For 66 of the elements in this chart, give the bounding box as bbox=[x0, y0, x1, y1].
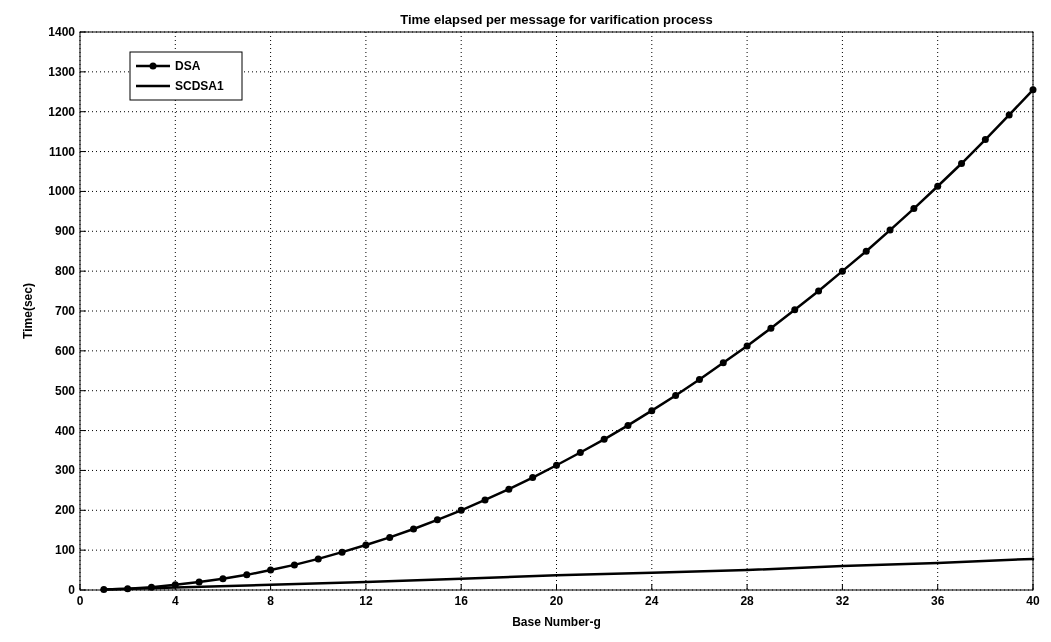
point bbox=[338, 548, 346, 556]
x-tick-label: 4 bbox=[171, 594, 179, 608]
y-tick-label: 800 bbox=[54, 264, 76, 279]
point bbox=[767, 324, 775, 332]
point bbox=[862, 247, 870, 255]
y-tick-label: 300 bbox=[54, 463, 76, 478]
point bbox=[648, 407, 656, 415]
y-tick-label: 900 bbox=[54, 224, 76, 239]
x-tick-label: 24 bbox=[645, 594, 659, 608]
point bbox=[553, 461, 560, 469]
point bbox=[362, 541, 370, 549]
point bbox=[290, 561, 298, 569]
point bbox=[600, 435, 608, 443]
point bbox=[195, 578, 203, 586]
y-tick-label: 1100 bbox=[48, 144, 76, 159]
point bbox=[624, 421, 632, 429]
point bbox=[243, 571, 251, 579]
point bbox=[267, 566, 275, 574]
y-tick-label: 100 bbox=[54, 543, 76, 558]
point bbox=[433, 516, 441, 524]
point bbox=[576, 448, 584, 456]
point bbox=[838, 267, 846, 275]
x-tick-label: 32 bbox=[835, 594, 850, 608]
point bbox=[1005, 111, 1013, 119]
point bbox=[1029, 86, 1037, 94]
y-tick-label: 0 bbox=[68, 583, 76, 597]
x-tick-label: 40 bbox=[1026, 594, 1040, 608]
point bbox=[815, 287, 823, 295]
point bbox=[719, 359, 727, 367]
y-tick-label: 600 bbox=[54, 343, 76, 358]
point bbox=[219, 575, 227, 583]
y-tick-label: 1000 bbox=[48, 184, 76, 199]
x-axis-title: Base Number-g bbox=[512, 615, 601, 629]
x-tick-label: 20 bbox=[549, 594, 564, 608]
point bbox=[481, 496, 489, 504]
point bbox=[981, 136, 989, 144]
legend-label: SCDSA1 bbox=[175, 79, 225, 93]
point bbox=[410, 525, 418, 533]
y-tick-label: 400 bbox=[54, 423, 76, 438]
x-tick-label: 8 bbox=[267, 594, 275, 608]
point bbox=[386, 533, 394, 541]
y-tick-label: 1300 bbox=[48, 64, 76, 79]
point bbox=[958, 160, 966, 168]
point bbox=[457, 506, 465, 514]
y-tick-label: 1200 bbox=[48, 104, 76, 119]
point bbox=[672, 392, 680, 399]
point bbox=[910, 205, 918, 213]
chart-title: Time elapsed per message for varification process bbox=[400, 12, 713, 27]
x-tick-label: 16 bbox=[454, 594, 469, 608]
point bbox=[529, 474, 537, 482]
point bbox=[934, 182, 942, 190]
point bbox=[695, 376, 703, 384]
x-tick-label: 28 bbox=[740, 594, 755, 608]
point bbox=[505, 485, 513, 493]
y-tick-label: 500 bbox=[54, 383, 76, 398]
y-tick-label: 1400 bbox=[48, 25, 76, 39]
point bbox=[791, 306, 799, 314]
point bbox=[886, 226, 894, 234]
y-axis-title: Time(sec) bbox=[21, 283, 35, 339]
x-tick-label: 36 bbox=[931, 594, 945, 608]
point bbox=[314, 555, 322, 563]
x-tick-label: 12 bbox=[359, 594, 373, 608]
y-tick-label: 700 bbox=[54, 304, 76, 318]
point bbox=[743, 342, 751, 350]
y-tick-label: 200 bbox=[54, 503, 76, 518]
legend-label: DSA bbox=[175, 59, 201, 73]
